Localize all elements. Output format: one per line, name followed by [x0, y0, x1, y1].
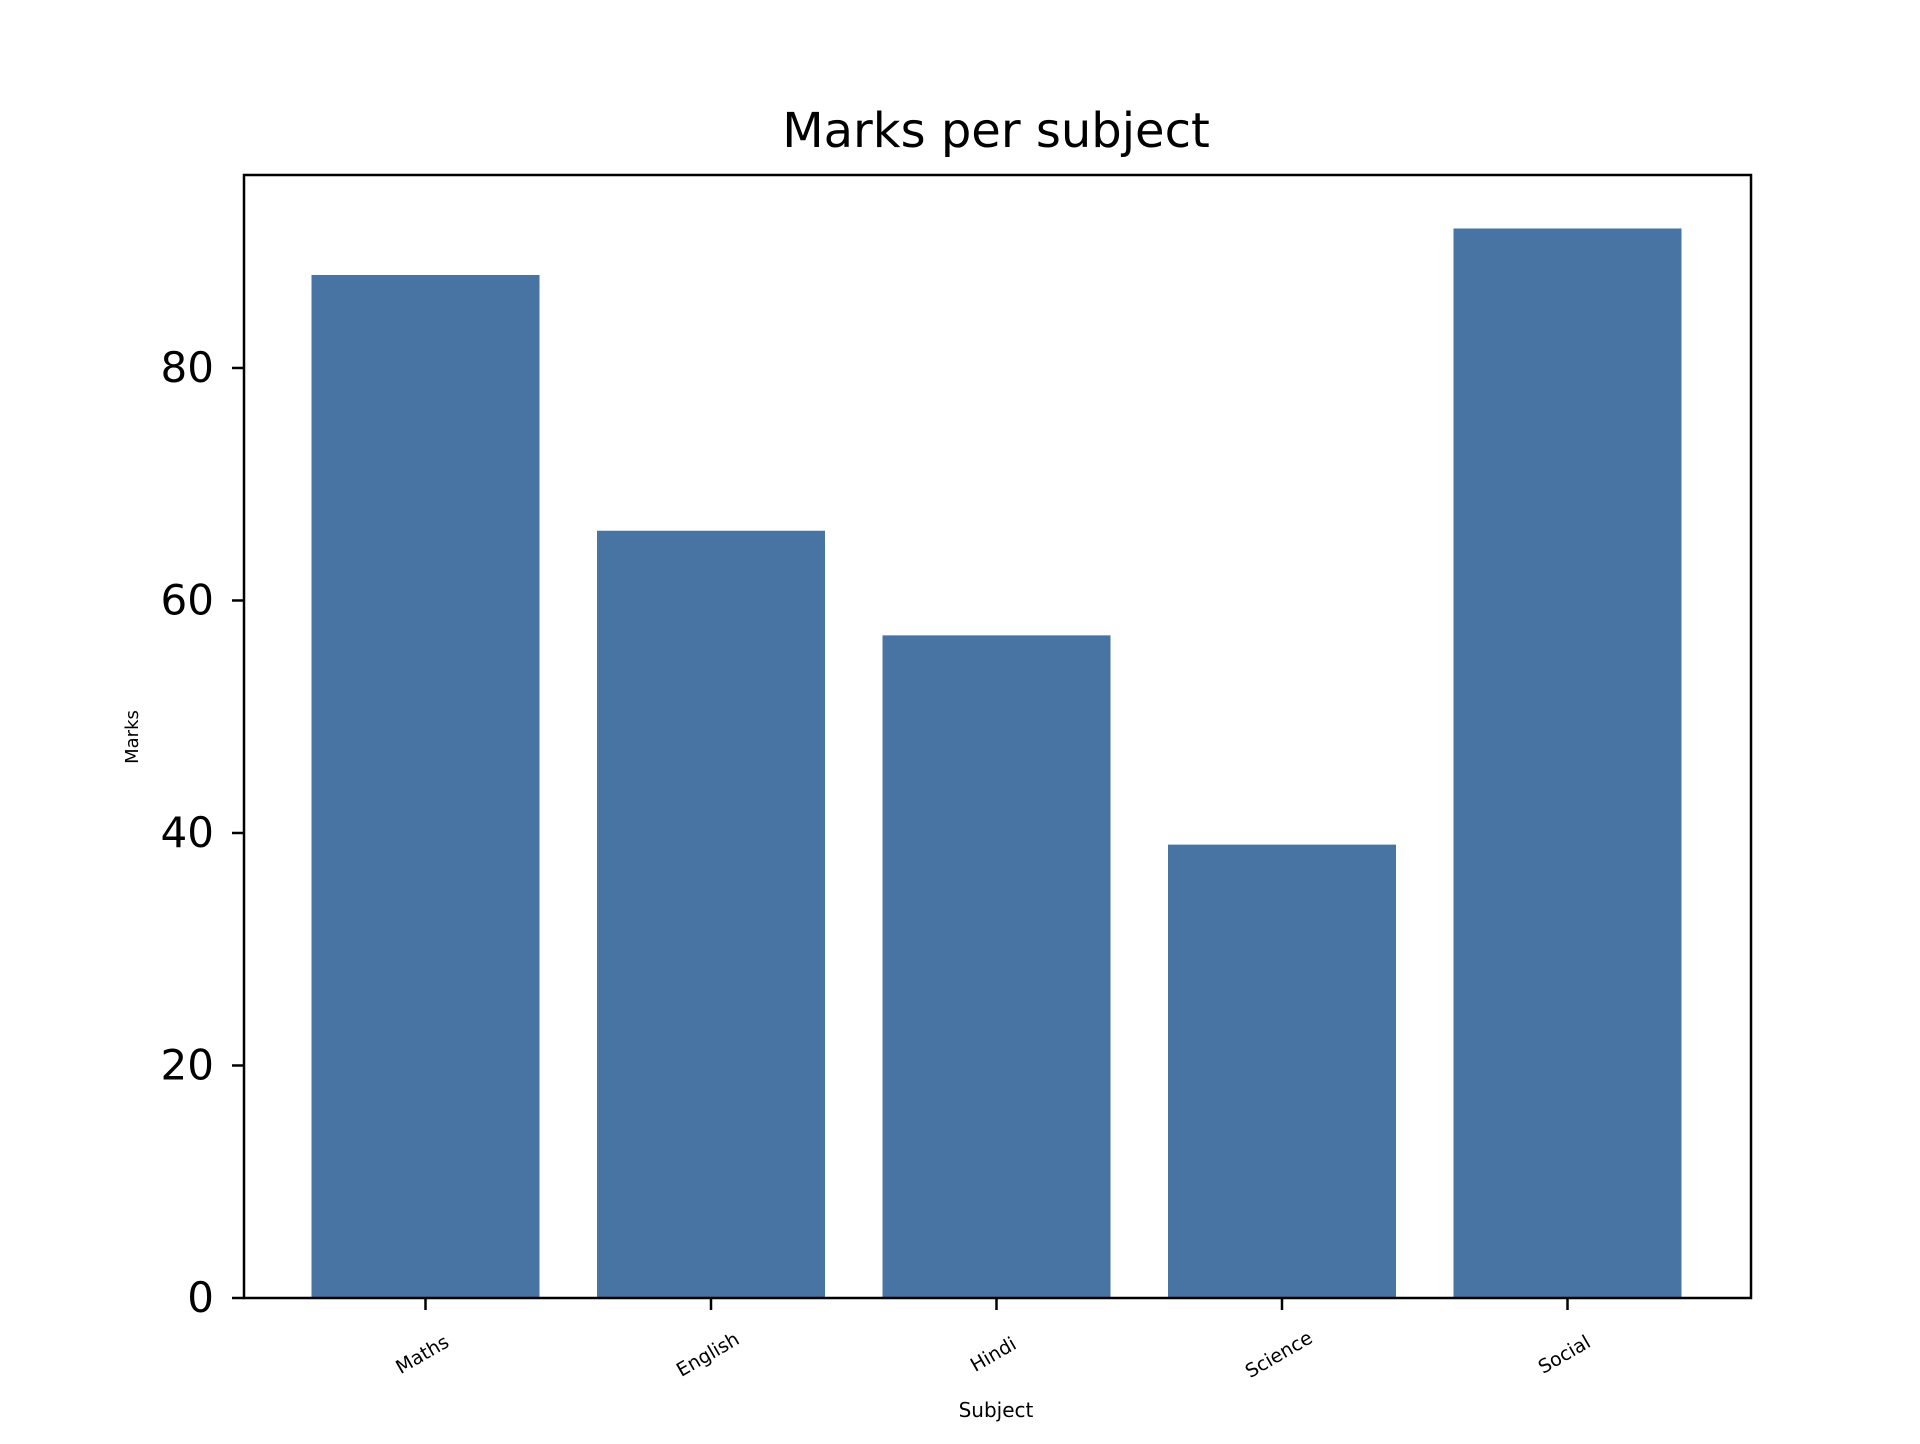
plot-frame — [242, 173, 1753, 1300]
bars-layer — [311, 228, 1682, 1298]
y-axis: 0 20 40 60 80 — [161, 343, 244, 1322]
y-tick-label-60: 60 — [161, 575, 214, 624]
y-tick-label-0: 0 — [187, 1273, 214, 1322]
bar-social — [1453, 228, 1682, 1298]
chart-title: Marks per subject — [782, 103, 1210, 159]
y-tick-label-20: 20 — [161, 1040, 214, 1089]
y-tick-label-80: 80 — [161, 343, 214, 392]
y-tick-label-40: 40 — [161, 808, 214, 857]
y-axis-label: Marks — [122, 710, 143, 764]
x-axis-label: Subject — [959, 1398, 1034, 1422]
bar-science — [1168, 844, 1396, 1298]
bar-english — [597, 530, 825, 1298]
bar-hindi — [882, 635, 1111, 1298]
bar-maths — [311, 274, 540, 1298]
